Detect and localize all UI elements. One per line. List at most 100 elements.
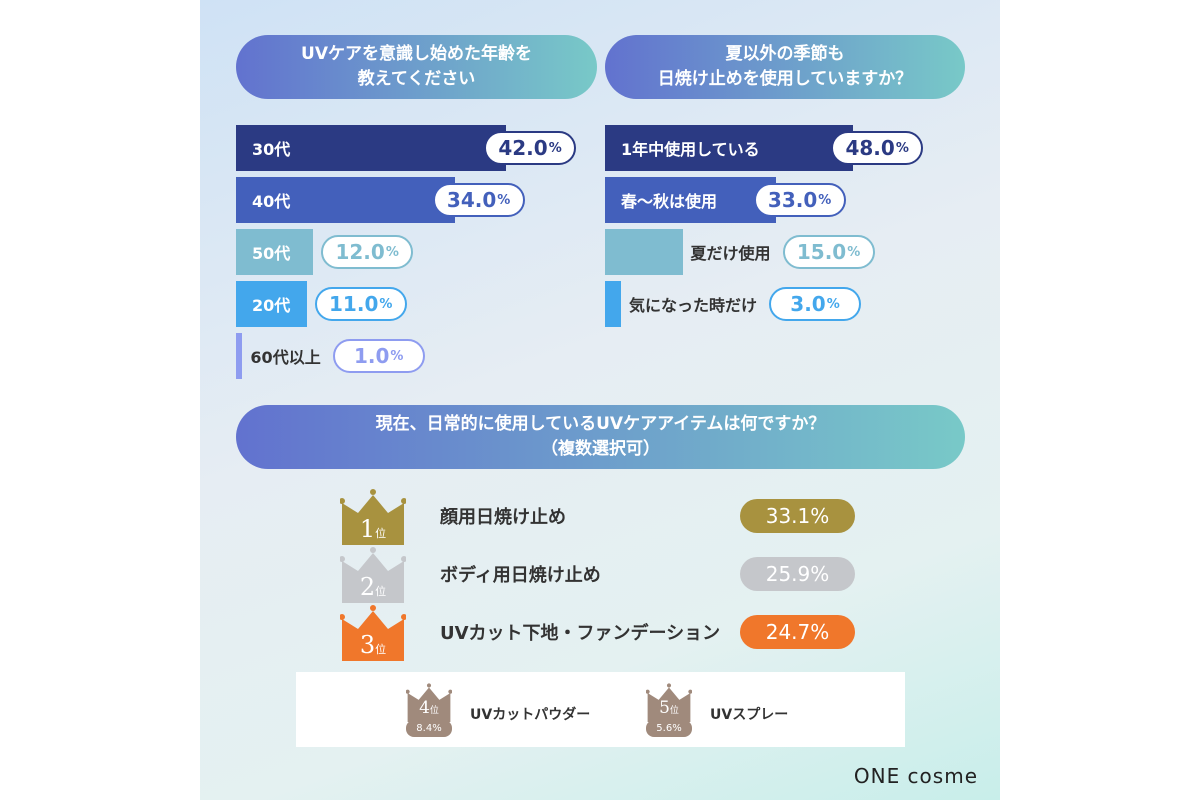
rank-digit: 5 — [659, 698, 670, 718]
rank-value: 33.1% — [740, 499, 855, 533]
value-pill: 1.0% — [332, 339, 425, 373]
value-pill: 3.0% — [769, 287, 862, 321]
value-number: 12.0 — [335, 240, 385, 264]
rank-digit: 2 — [359, 573, 376, 601]
bar-row: 夏だけ使用 15.0% — [605, 229, 875, 275]
rank-label: UVスプレー — [710, 707, 789, 723]
bar-label: 1年中使用している — [621, 140, 760, 159]
rank-value: 25.9% — [740, 557, 855, 591]
bar: 50代 — [236, 229, 314, 275]
age-question-header: UVケアを意識し始めた年齢を 教えてください — [236, 35, 597, 99]
rank-label: UVカットパウダー — [470, 707, 591, 723]
value-pill: 42.0% — [484, 131, 577, 165]
rank-suffix: 位 — [375, 643, 387, 656]
bar-label: 春〜秋は使用 — [621, 192, 718, 211]
value-pill: 34.0% — [432, 183, 525, 217]
value-number: 33.0 — [767, 188, 818, 212]
value-pill: 11.0% — [314, 287, 407, 321]
bar-label: 40代 — [252, 192, 291, 211]
rank-number: 1位 — [340, 515, 406, 543]
items-question-header: 現在、日常的に使用しているUVケアアイテムは何ですか？ （複数選択可） — [236, 405, 965, 469]
rank-label: 顔用日焼け止め — [440, 507, 566, 528]
bar-row: 60代以上 1.0% — [236, 333, 425, 379]
percent-sign: % — [497, 192, 511, 208]
minor-rank-item: 4位 8.4% UVカットパウダー — [405, 682, 591, 738]
minor-rank-item: 5位 5.6% UVスプレー — [645, 682, 789, 738]
percent-sign: % — [548, 140, 562, 156]
bar-label: 50代 — [252, 244, 291, 263]
header-line: 教えてください — [357, 69, 476, 89]
header-line: （複数選択可） — [541, 439, 660, 459]
value-number: 1.0 — [353, 344, 390, 368]
header-line: 現在、日常的に使用しているUVケアアイテムは何ですか？ — [375, 414, 826, 434]
bar — [605, 229, 683, 275]
bar-row: 気になった時だけ 3.0% — [605, 281, 862, 327]
value-number: 34.0 — [446, 188, 497, 212]
bar: 20代 — [236, 281, 307, 327]
header-line: 夏以外の季節も — [725, 44, 845, 64]
crown-icon: 5位 5.6% — [645, 682, 693, 738]
rank-value: 5.6% — [646, 720, 692, 737]
rank-label: ボディ用日焼け止め — [440, 565, 601, 586]
value-number: 15.0 — [796, 240, 847, 264]
rank-label: UVカット下地・ファンデーション — [440, 623, 721, 644]
value-pill: 15.0% — [782, 235, 875, 269]
percent-sign: % — [390, 348, 404, 364]
bar-label: 夏だけ使用 — [690, 244, 771, 263]
bar-label: 60代以上 — [250, 348, 321, 367]
infographic-panel: UVケアを意識し始めた年齢を 教えてください 夏以外の季節も 日焼け止めを使用し… — [200, 0, 1000, 800]
rank-value: 24.7% — [740, 615, 855, 649]
minor-ranking-box: 4位 8.4% UVカットパウダー 5位 5.6% UVスプレー — [296, 672, 905, 747]
percent-sign: % — [818, 192, 832, 208]
bar-row: 30代 42.0% — [236, 125, 577, 171]
bar-row: 春〜秋は使用 33.0% — [605, 177, 846, 223]
value-number: 42.0 — [498, 136, 548, 160]
rank-suffix: 位 — [375, 527, 387, 540]
crown-icon: 3位 — [340, 603, 406, 661]
header-line: UVケアを意識し始めた年齢を — [301, 44, 532, 64]
value-number: 11.0 — [329, 292, 379, 316]
percent-sign: % — [379, 296, 393, 312]
value-pill: 12.0% — [321, 235, 414, 269]
rank-number: 2位 — [340, 573, 406, 601]
season-question-header: 夏以外の季節も 日焼け止めを使用していますか？ — [605, 35, 965, 99]
rank-digit: 3 — [359, 631, 376, 659]
percent-sign: % — [826, 296, 840, 312]
rank-suffix: 位 — [375, 585, 387, 598]
value-pill: 48.0% — [831, 131, 924, 165]
rank-value: 8.4% — [406, 720, 452, 737]
bar-label: 気になった時だけ — [629, 296, 758, 315]
bar: 30代 — [236, 125, 507, 171]
rank-number: 4位 — [406, 698, 452, 718]
bar: 春〜秋は使用 — [605, 177, 776, 223]
bar-row: 50代 12.0% — [236, 229, 414, 275]
percent-sign: % — [385, 244, 399, 260]
bar: 40代 — [236, 177, 455, 223]
rank-number: 3位 — [340, 631, 406, 659]
rank-row: 2位 ボディ用日焼け止め 25.9% — [340, 545, 860, 603]
rank-row: 1位 顔用日焼け止め 33.1% — [340, 487, 860, 545]
rank-digit: 1 — [359, 515, 376, 543]
value-pill: 33.0% — [753, 183, 846, 217]
value-number: 48.0 — [845, 136, 895, 160]
bar — [236, 333, 243, 379]
rank-suffix: 位 — [429, 706, 439, 716]
percent-sign: % — [847, 244, 861, 260]
crown-icon: 2位 — [340, 545, 406, 603]
rank-row: 3位 UVカット下地・ファンデーション 24.7% — [340, 603, 860, 661]
percent-sign: % — [895, 140, 909, 156]
rank-digit: 4 — [419, 698, 430, 718]
rank-number: 5位 — [646, 698, 692, 718]
bar — [605, 281, 621, 327]
bar-row: 40代 34.0% — [236, 177, 525, 223]
header-line: 日焼け止めを使用していますか？ — [657, 69, 913, 89]
rank-suffix: 位 — [669, 706, 679, 716]
bar-row: 20代 11.0% — [236, 281, 407, 327]
crown-icon: 4位 8.4% — [405, 682, 453, 738]
bar: 1年中使用している — [605, 125, 854, 171]
value-number: 3.0 — [790, 292, 826, 316]
bar-row: 1年中使用している 48.0% — [605, 125, 924, 171]
crown-icon: 1位 — [340, 487, 406, 545]
bar-label: 30代 — [252, 140, 291, 159]
one-cosme-logo: ONE cosme — [853, 764, 978, 788]
